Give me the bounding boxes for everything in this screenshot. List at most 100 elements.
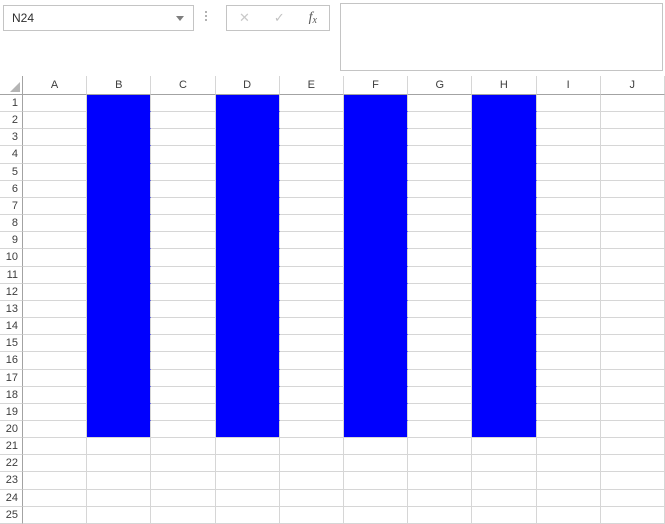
cell-I12[interactable] — [536, 283, 601, 301]
column-header-H[interactable]: H — [472, 76, 537, 95]
cell-C13[interactable] — [151, 300, 216, 319]
cell-E10[interactable] — [279, 249, 344, 267]
cell-F15[interactable] — [343, 335, 409, 353]
cell-J25[interactable] — [600, 506, 665, 524]
cell-J6[interactable] — [600, 180, 665, 198]
cell-H4[interactable] — [472, 146, 537, 164]
select-all-button[interactable] — [0, 76, 23, 95]
cell-J14[interactable] — [600, 318, 665, 336]
insert-function-icon[interactable]: fx — [309, 10, 317, 26]
cell-C17[interactable] — [151, 369, 216, 387]
cell-A22[interactable] — [23, 455, 88, 473]
cell-J13[interactable] — [600, 300, 665, 319]
cell-J9[interactable] — [600, 232, 665, 250]
cell-D21[interactable] — [215, 438, 280, 456]
cell-F23[interactable] — [343, 472, 409, 490]
cell-I16[interactable] — [536, 352, 601, 370]
cell-B2[interactable] — [87, 112, 152, 130]
cell-C12[interactable] — [151, 283, 216, 301]
cell-F4[interactable] — [343, 146, 409, 164]
cell-H18[interactable] — [472, 386, 537, 404]
cell-E12[interactable] — [279, 283, 344, 301]
row-header-3[interactable]: 3 — [0, 129, 23, 147]
cell-B24[interactable] — [87, 489, 152, 507]
cell-D11[interactable] — [215, 266, 280, 284]
cell-G1[interactable] — [408, 95, 473, 113]
cell-A13[interactable] — [23, 300, 88, 319]
cell-A4[interactable] — [23, 146, 88, 164]
cell-H17[interactable] — [472, 369, 537, 387]
cell-E8[interactable] — [279, 215, 344, 233]
cell-G12[interactable] — [408, 283, 473, 301]
cell-F2[interactable] — [343, 112, 409, 130]
cell-F12[interactable] — [343, 283, 409, 301]
cell-G21[interactable] — [408, 438, 473, 456]
cell-F24[interactable] — [343, 489, 409, 507]
cell-H19[interactable] — [472, 403, 537, 421]
cell-E1[interactable] — [279, 95, 344, 113]
row-header-21[interactable]: 21 — [0, 438, 23, 456]
cell-D9[interactable] — [215, 232, 280, 250]
cell-J21[interactable] — [600, 438, 665, 456]
cell-I23[interactable] — [536, 472, 601, 490]
row-header-20[interactable]: 20 — [0, 420, 23, 439]
cell-B13[interactable] — [87, 300, 152, 319]
cell-A16[interactable] — [23, 352, 88, 370]
cell-B11[interactable] — [87, 266, 152, 284]
cell-B23[interactable] — [87, 472, 152, 490]
cell-A3[interactable] — [23, 129, 88, 147]
formula-bar-input[interactable] — [340, 3, 663, 71]
cell-B25[interactable] — [87, 506, 152, 524]
cell-C8[interactable] — [151, 215, 216, 233]
cell-D2[interactable] — [215, 112, 280, 130]
cell-E22[interactable] — [279, 455, 344, 473]
cell-G9[interactable] — [408, 232, 473, 250]
cell-D12[interactable] — [215, 283, 280, 301]
drag-handle-dots-icon[interactable] — [205, 11, 207, 21]
cell-A2[interactable] — [23, 112, 88, 130]
row-header-10[interactable]: 10 — [0, 249, 23, 267]
cell-A11[interactable] — [23, 266, 88, 284]
row-header-16[interactable]: 16 — [0, 352, 23, 370]
cell-E25[interactable] — [279, 506, 344, 524]
cell-G16[interactable] — [408, 352, 473, 370]
column-header-J[interactable]: J — [600, 76, 665, 95]
cell-I25[interactable] — [536, 506, 601, 524]
cell-C23[interactable] — [151, 472, 216, 490]
cell-D13[interactable] — [215, 300, 280, 319]
row-header-9[interactable]: 9 — [0, 232, 23, 250]
cell-G18[interactable] — [408, 386, 473, 404]
cell-E2[interactable] — [279, 112, 344, 130]
cell-G2[interactable] — [408, 112, 473, 130]
cell-F17[interactable] — [343, 369, 409, 387]
cell-A17[interactable] — [23, 369, 88, 387]
cell-E13[interactable] — [279, 300, 344, 319]
cell-A6[interactable] — [23, 180, 88, 198]
cell-C6[interactable] — [151, 180, 216, 198]
cell-H12[interactable] — [472, 283, 537, 301]
cell-A8[interactable] — [23, 215, 88, 233]
cell-F19[interactable] — [343, 403, 409, 421]
cell-E4[interactable] — [279, 146, 344, 164]
cell-H21[interactable] — [472, 438, 537, 456]
cell-J5[interactable] — [600, 163, 665, 181]
cell-D19[interactable] — [215, 403, 280, 421]
cell-F3[interactable] — [343, 129, 409, 147]
column-header-C[interactable]: C — [151, 76, 216, 95]
cell-I21[interactable] — [536, 438, 601, 456]
cell-I5[interactable] — [536, 163, 601, 181]
cell-A19[interactable] — [23, 403, 88, 421]
cell-I9[interactable] — [536, 232, 601, 250]
cell-A25[interactable] — [23, 506, 88, 524]
cell-B9[interactable] — [87, 232, 152, 250]
cell-J19[interactable] — [600, 403, 665, 421]
cell-G11[interactable] — [408, 266, 473, 284]
cell-D1[interactable] — [215, 95, 280, 113]
cell-J15[interactable] — [600, 335, 665, 353]
cell-D10[interactable] — [215, 249, 280, 267]
cell-A14[interactable] — [23, 318, 88, 336]
cell-F22[interactable] — [343, 455, 409, 473]
name-box[interactable]: N24 — [3, 5, 194, 31]
cell-H14[interactable] — [472, 318, 537, 336]
column-header-I[interactable]: I — [536, 76, 601, 95]
